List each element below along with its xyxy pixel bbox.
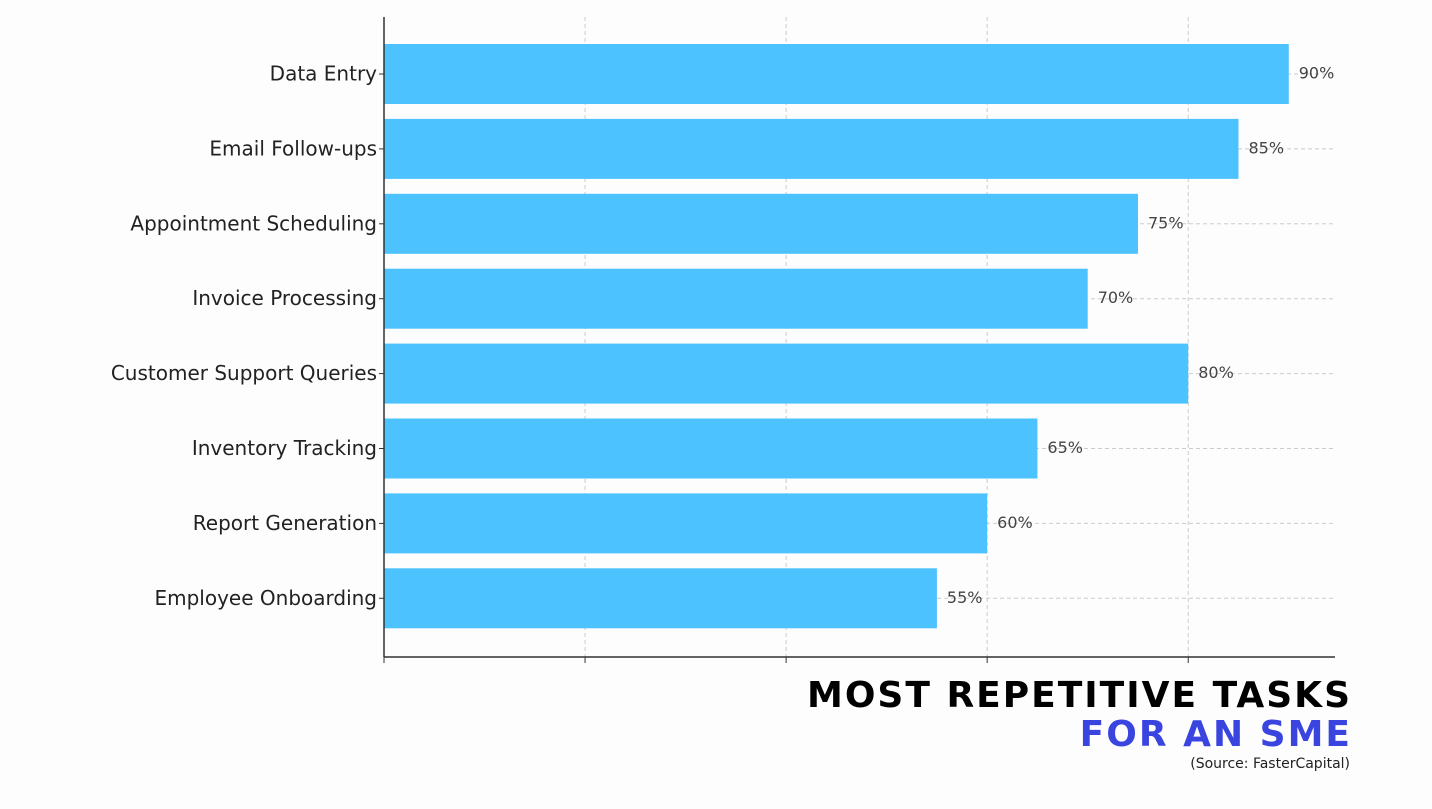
value-label: 55%: [947, 588, 983, 607]
bar: [384, 418, 1038, 479]
y-tick-label: Report Generation: [193, 511, 377, 535]
value-label: 90%: [1299, 64, 1335, 83]
y-tick-label: Appointment Scheduling: [130, 211, 377, 235]
value-label: 85%: [1248, 138, 1284, 157]
y-tick-label: Email Follow-ups: [209, 136, 377, 160]
chart-title: MOST REPETITIVE TASKS: [807, 675, 1352, 716]
y-tick-label: Customer Support Queries: [111, 361, 377, 385]
value-label: 70%: [1098, 288, 1134, 307]
value-label: 80%: [1198, 363, 1234, 382]
bar: [384, 193, 1138, 254]
bar: [384, 343, 1189, 404]
bar: [384, 268, 1088, 329]
bar: [384, 568, 937, 629]
bar: [384, 44, 1289, 104]
source-note: (Source: FasterCapital): [1190, 756, 1350, 772]
y-tick-label: Invoice Processing: [192, 286, 377, 310]
y-tick-label: Employee Onboarding: [154, 586, 377, 610]
value-label: 65%: [1047, 438, 1083, 457]
bar: [384, 493, 988, 554]
chart-subtitle: FOR AN SME: [1080, 714, 1352, 755]
value-label: 60%: [997, 513, 1033, 532]
y-tick-label: Data Entry: [270, 62, 377, 86]
y-tick-label: Inventory Tracking: [192, 436, 377, 460]
bar: [384, 118, 1239, 179]
value-label: 75%: [1148, 213, 1184, 232]
